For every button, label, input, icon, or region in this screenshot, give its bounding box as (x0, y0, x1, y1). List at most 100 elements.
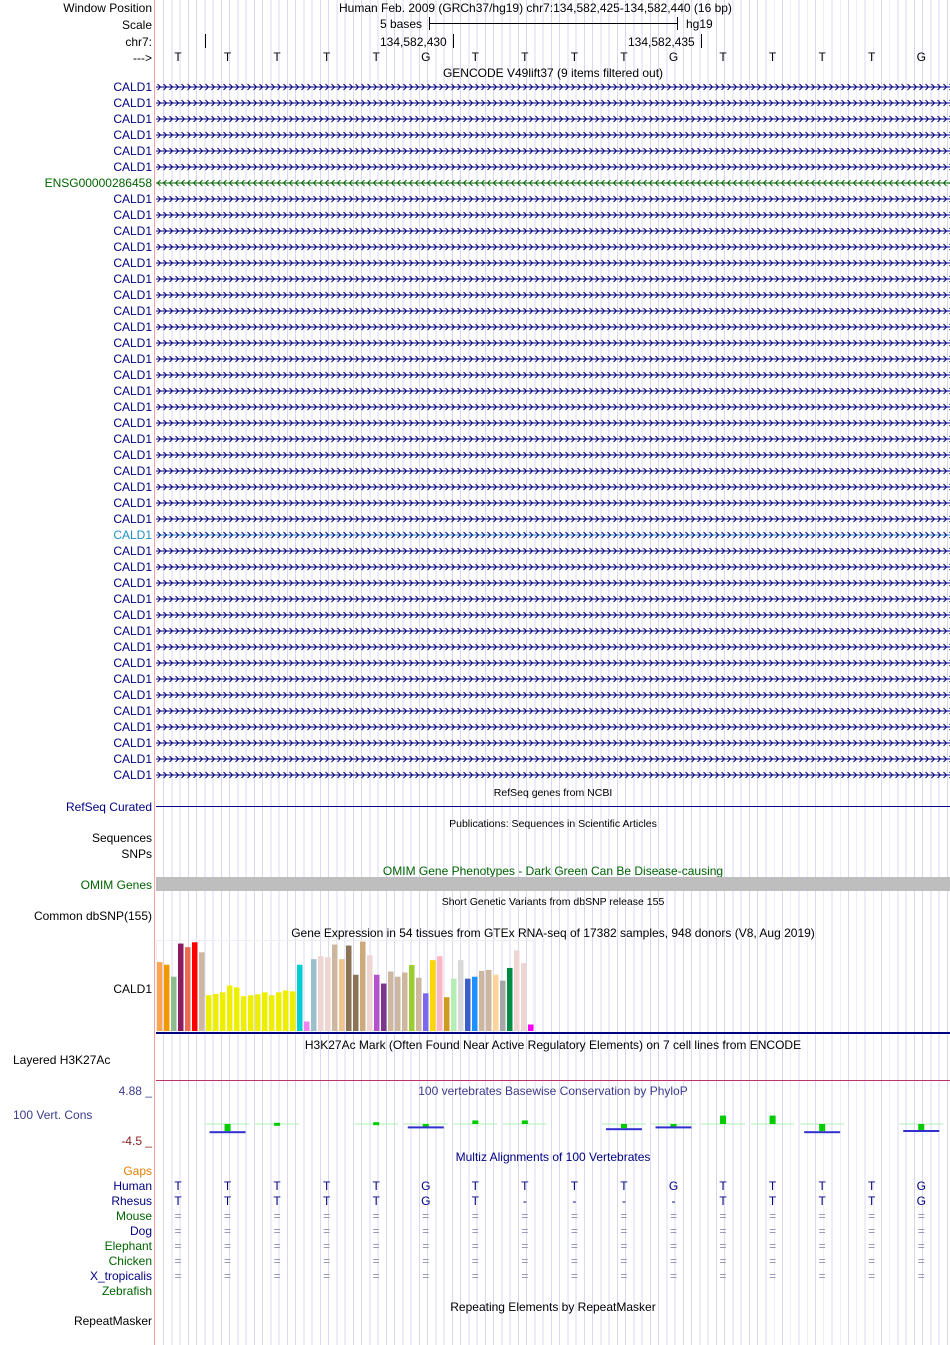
gtex-tissue-bar[interactable] (248, 995, 254, 1031)
gene-model[interactable] (156, 371, 950, 379)
gene-model[interactable] (156, 323, 950, 331)
gtex-tissue-bar[interactable] (234, 987, 240, 1031)
gene-model[interactable] (156, 195, 950, 203)
gene-label[interactable]: CALD1 (113, 608, 152, 622)
gene-label[interactable]: CALD1 (113, 448, 152, 462)
gtex-tissue-bar[interactable] (430, 960, 436, 1031)
gene-label[interactable]: CALD1 (113, 688, 152, 702)
gtex-tissue-bar[interactable] (283, 990, 289, 1031)
gtex-tissue-bar[interactable] (178, 943, 184, 1031)
gene-label[interactable]: CALD1 (113, 528, 152, 542)
gtex-tissue-bar[interactable] (374, 974, 380, 1031)
gtex-bar-chart[interactable] (156, 940, 536, 1032)
gene-model[interactable] (156, 99, 950, 107)
gene-label[interactable]: CALD1 (113, 336, 152, 350)
gtex-tissue-bar[interactable] (423, 993, 429, 1031)
phylop-score-bar[interactable] (819, 1124, 826, 1132)
gene-model[interactable] (156, 643, 950, 651)
gtex-tissue-bar[interactable] (388, 971, 394, 1031)
phylop-score-bar[interactable] (769, 1115, 776, 1124)
gtex-tissue-bar[interactable] (213, 993, 219, 1031)
gtex-gene-label[interactable]: CALD1 (113, 982, 152, 996)
gene-model[interactable] (156, 611, 950, 619)
gene-model[interactable] (156, 243, 950, 251)
gene-model[interactable] (156, 387, 950, 395)
phylop-score-bar[interactable] (373, 1122, 380, 1126)
gtex-tissue-bar[interactable] (241, 996, 247, 1031)
gtex-tissue-bar[interactable] (458, 960, 464, 1031)
gtex-tissue-bar[interactable] (444, 997, 450, 1031)
gene-label[interactable]: ENSG00000286458 (44, 176, 152, 190)
gene-label[interactable]: CALD1 (113, 144, 152, 158)
gene-model[interactable] (156, 467, 950, 475)
species-label[interactable]: Dog (129, 1224, 152, 1238)
gene-label[interactable]: CALD1 (113, 768, 152, 782)
species-label[interactable]: Zebrafish (101, 1284, 152, 1298)
gtex-tissue-bar[interactable] (255, 994, 261, 1031)
gene-model[interactable] (156, 563, 950, 571)
gtex-tissue-bar[interactable] (367, 955, 373, 1031)
gene-model[interactable] (156, 227, 950, 235)
h3k27ac-track-label[interactable]: Layered H3K27Ac (13, 1053, 111, 1067)
gene-model[interactable] (156, 579, 950, 587)
omim-track-title[interactable]: OMIM Gene Phenotypes - Dark Green Can Be… (382, 864, 724, 878)
gene-label[interactable]: CALD1 (113, 256, 152, 270)
gtex-tissue-bar[interactable] (486, 969, 492, 1031)
gtex-tissue-bar[interactable] (514, 950, 520, 1031)
gtex-tissue-bar[interactable] (395, 976, 401, 1031)
gtex-tissue-bar[interactable] (472, 976, 478, 1031)
gtex-tissue-bar[interactable] (500, 980, 506, 1031)
gtex-tissue-bar[interactable] (185, 947, 191, 1031)
phylop-score-bar[interactable] (472, 1120, 479, 1124)
gencode-track-title[interactable]: GENCODE V49lift37 (9 items filtered out) (442, 66, 664, 80)
refseq-track-title[interactable]: RefSeq genes from NCBI (493, 787, 613, 799)
repeatmasker-track-label[interactable]: RepeatMasker (73, 1314, 152, 1328)
gene-model[interactable] (156, 691, 950, 699)
gene-label[interactable]: CALD1 (113, 224, 152, 238)
omim-track-label[interactable]: OMIM Genes (80, 878, 152, 892)
gtex-tissue-bar[interactable] (360, 941, 366, 1031)
gtex-tissue-bar[interactable] (479, 970, 485, 1031)
gene-label[interactable]: CALD1 (113, 368, 152, 382)
gtex-tissue-bar[interactable] (451, 978, 457, 1031)
snps-label[interactable]: SNPs (121, 847, 152, 861)
gene-model[interactable] (156, 83, 950, 91)
gtex-tissue-bar[interactable] (262, 992, 268, 1031)
phylop-score-bar[interactable] (918, 1124, 925, 1130)
gene-label[interactable]: CALD1 (113, 704, 152, 718)
gene-model[interactable] (156, 627, 950, 635)
gene-label[interactable]: CALD1 (113, 192, 152, 206)
gtex-tissue-bar[interactable] (409, 965, 415, 1031)
repeatmasker-track-title[interactable]: Repeating Elements by RepeatMasker (450, 1300, 656, 1314)
gene-label[interactable]: CALD1 (113, 304, 152, 318)
gene-model[interactable] (156, 723, 950, 731)
gene-model[interactable] (156, 211, 950, 219)
gene-model[interactable] (156, 131, 950, 139)
gene-label[interactable]: CALD1 (113, 656, 152, 670)
gene-label[interactable]: CALD1 (113, 544, 152, 558)
gtex-tissue-bar[interactable] (493, 974, 499, 1031)
publications-track-title[interactable]: Publications: Sequences in Scientific Ar… (449, 818, 657, 830)
gene-model[interactable] (156, 595, 950, 603)
gene-model[interactable] (156, 483, 950, 491)
gene-model[interactable] (156, 435, 950, 443)
phylop-score-bar[interactable] (720, 1115, 727, 1124)
gtex-tissue-bar[interactable] (325, 957, 331, 1031)
multiz-track-title[interactable]: Multiz Alignments of 100 Vertebrates (455, 1150, 651, 1164)
gtex-tissue-bar[interactable] (339, 959, 345, 1031)
phylop-score-bar[interactable] (620, 1124, 627, 1129)
gtex-tissue-bar[interactable] (199, 952, 205, 1031)
gene-label[interactable]: CALD1 (113, 288, 152, 302)
phylop-plot[interactable] (156, 1100, 950, 1150)
species-label[interactable]: Rhesus (111, 1194, 152, 1208)
phylop-score-bar[interactable] (670, 1124, 677, 1127)
phylop-track-label[interactable]: 100 Vert. Cons (13, 1108, 93, 1122)
gene-label[interactable]: CALD1 (113, 560, 152, 574)
gene-model[interactable] (156, 115, 950, 123)
gene-model[interactable] (156, 419, 950, 427)
gene-model[interactable] (156, 515, 950, 523)
gene-model[interactable] (156, 307, 950, 315)
gene-label[interactable]: CALD1 (113, 240, 152, 254)
phylop-score-bar[interactable] (422, 1124, 429, 1127)
gene-model[interactable] (156, 771, 950, 779)
